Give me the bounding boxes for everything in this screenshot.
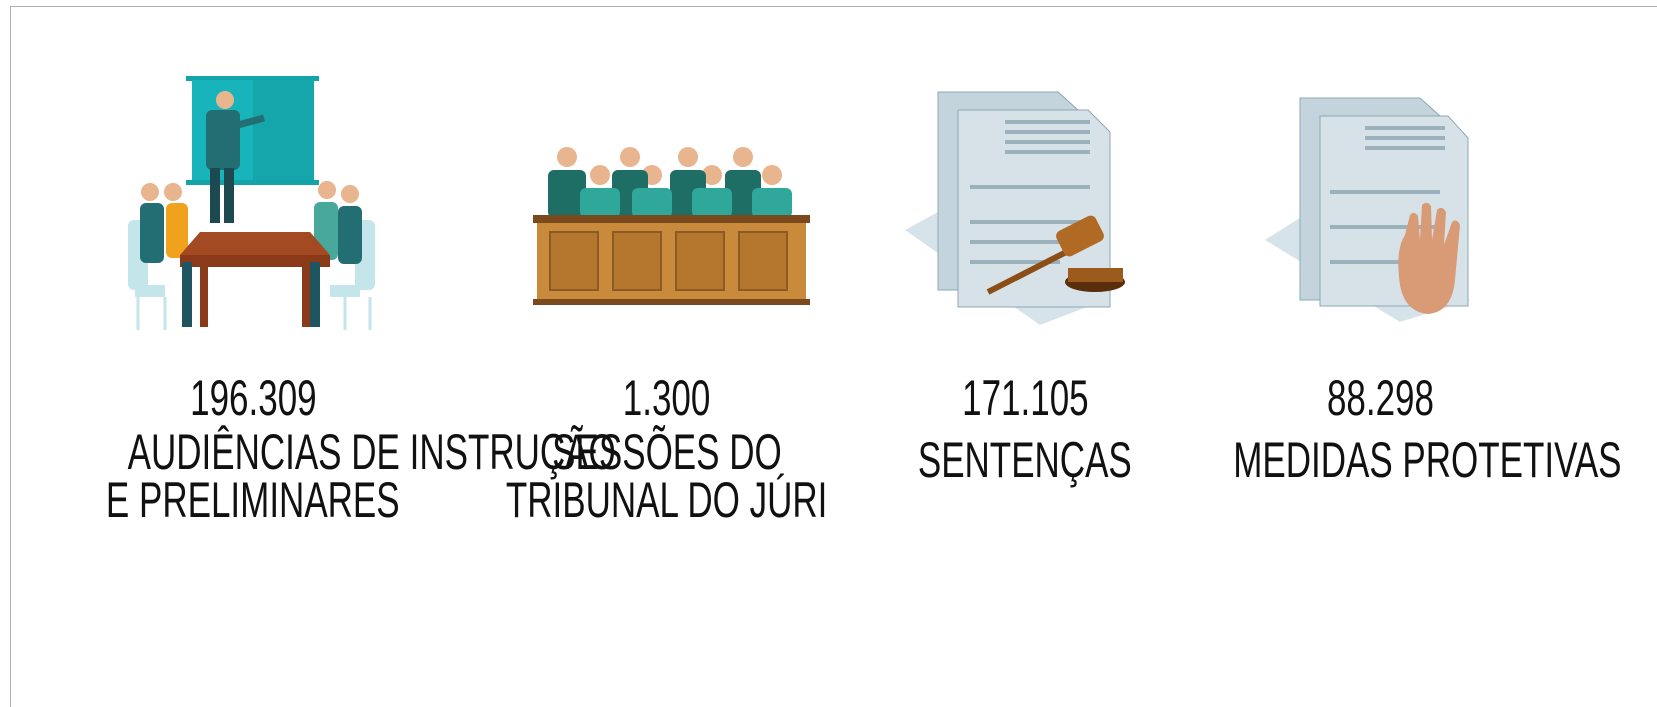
stat-label: AUDIÊNCIAS DE INSTRUÇÃO <box>23 427 616 477</box>
stat-label: SENTENÇAS <box>795 435 1255 485</box>
stat-label: SESSÕES DO <box>437 427 897 477</box>
text: 1.300 <box>623 370 711 426</box>
sentence-icon <box>905 91 1125 325</box>
text: 171.105 <box>961 370 1089 426</box>
meeting-icon <box>128 76 375 330</box>
protection-icon <box>1265 97 1470 322</box>
stat-value: 1.300 <box>437 373 897 423</box>
text: AUDIÊNCIAS DE INSTRUÇÃO <box>127 424 616 480</box>
frame <box>10 6 1657 707</box>
text: MEDIDAS PROTETIVAS <box>1233 432 1622 488</box>
icons <box>128 76 1470 330</box>
text: SENTENÇAS <box>918 432 1132 488</box>
page: 196.309 AUDIÊNCIAS DE INSTRUÇÃO E PRELIM… <box>10 6 1657 707</box>
stat-label: E PRELIMINARES <box>23 475 483 525</box>
text: TRIBUNAL DO JÚRI <box>506 472 828 528</box>
stat-value: 171.105 <box>795 373 1255 423</box>
text: 88.298 <box>1326 370 1434 426</box>
text: SESSÕES DO <box>552 424 782 480</box>
text: E PRELIMINARES <box>106 472 400 528</box>
stat-value: 196.309 <box>23 373 483 423</box>
stat-label: TRIBUNAL DO JÚRI <box>437 475 897 525</box>
stat-value: 88.298 <box>1150 373 1610 423</box>
text: 196.309 <box>189 370 317 426</box>
jury-icon <box>533 147 810 305</box>
stat-label: MEDIDAS PROTETIVAS <box>1150 435 1621 485</box>
